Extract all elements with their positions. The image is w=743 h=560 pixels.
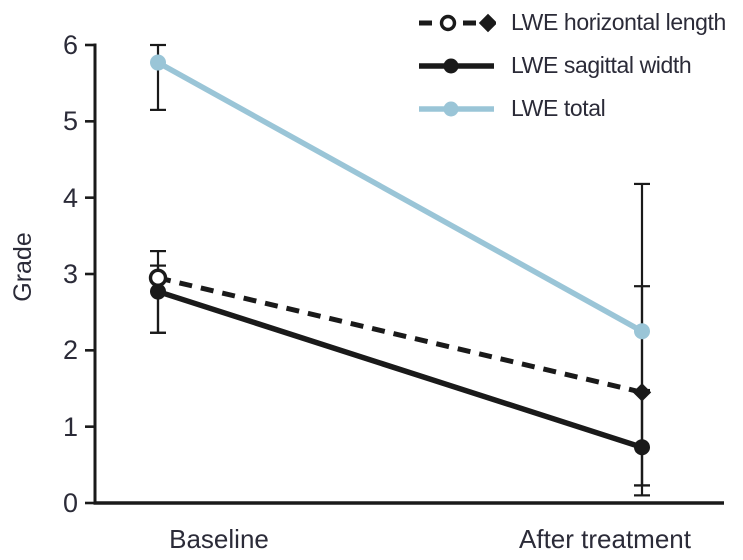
x-category-baseline: Baseline (169, 524, 269, 554)
dashed-line-open-circle-diamond-icon (419, 13, 496, 32)
series-line-lwe-total (156, 60, 644, 334)
legend: LWE horizontal length LWE sagittal width… (418, 1, 726, 130)
data-point-marker (150, 54, 166, 71)
data-point-marker (148, 268, 168, 288)
y-tick-label: 4 (62, 182, 78, 213)
series-line-lwe-sagittal-width (157, 288, 643, 450)
y-tick-label: 0 (62, 488, 78, 518)
y-axis-title: Grade (9, 232, 37, 302)
legend-item-total: LWE total (418, 87, 726, 130)
data-point-marker (632, 383, 652, 402)
legend-label: LWE horizontal length (511, 9, 726, 35)
data-point-marker (634, 439, 650, 456)
series-line-lwe-horizontal-length (157, 275, 643, 395)
solid-line-filled-circle-icon (419, 58, 494, 73)
y-tick-label: 1 (62, 411, 78, 442)
legend-item-horizontal-length: LWE horizontal length (418, 1, 726, 44)
data-point-marker (150, 283, 166, 300)
y-tick-label: 5 (62, 106, 78, 137)
legend-item-sagittal-width: LWE sagittal width (418, 44, 726, 87)
legend-label: LWE total (511, 95, 606, 121)
y-tick-label: 2 (62, 335, 78, 366)
blue-line-filled-circle-icon (419, 101, 494, 116)
x-category-after-treatment: After treatment (519, 524, 691, 554)
y-tick-label: 3 (62, 259, 78, 289)
data-point-marker (634, 323, 650, 340)
legend-label: LWE sagittal width (511, 52, 692, 78)
y-tick-label: 6 (62, 30, 78, 60)
